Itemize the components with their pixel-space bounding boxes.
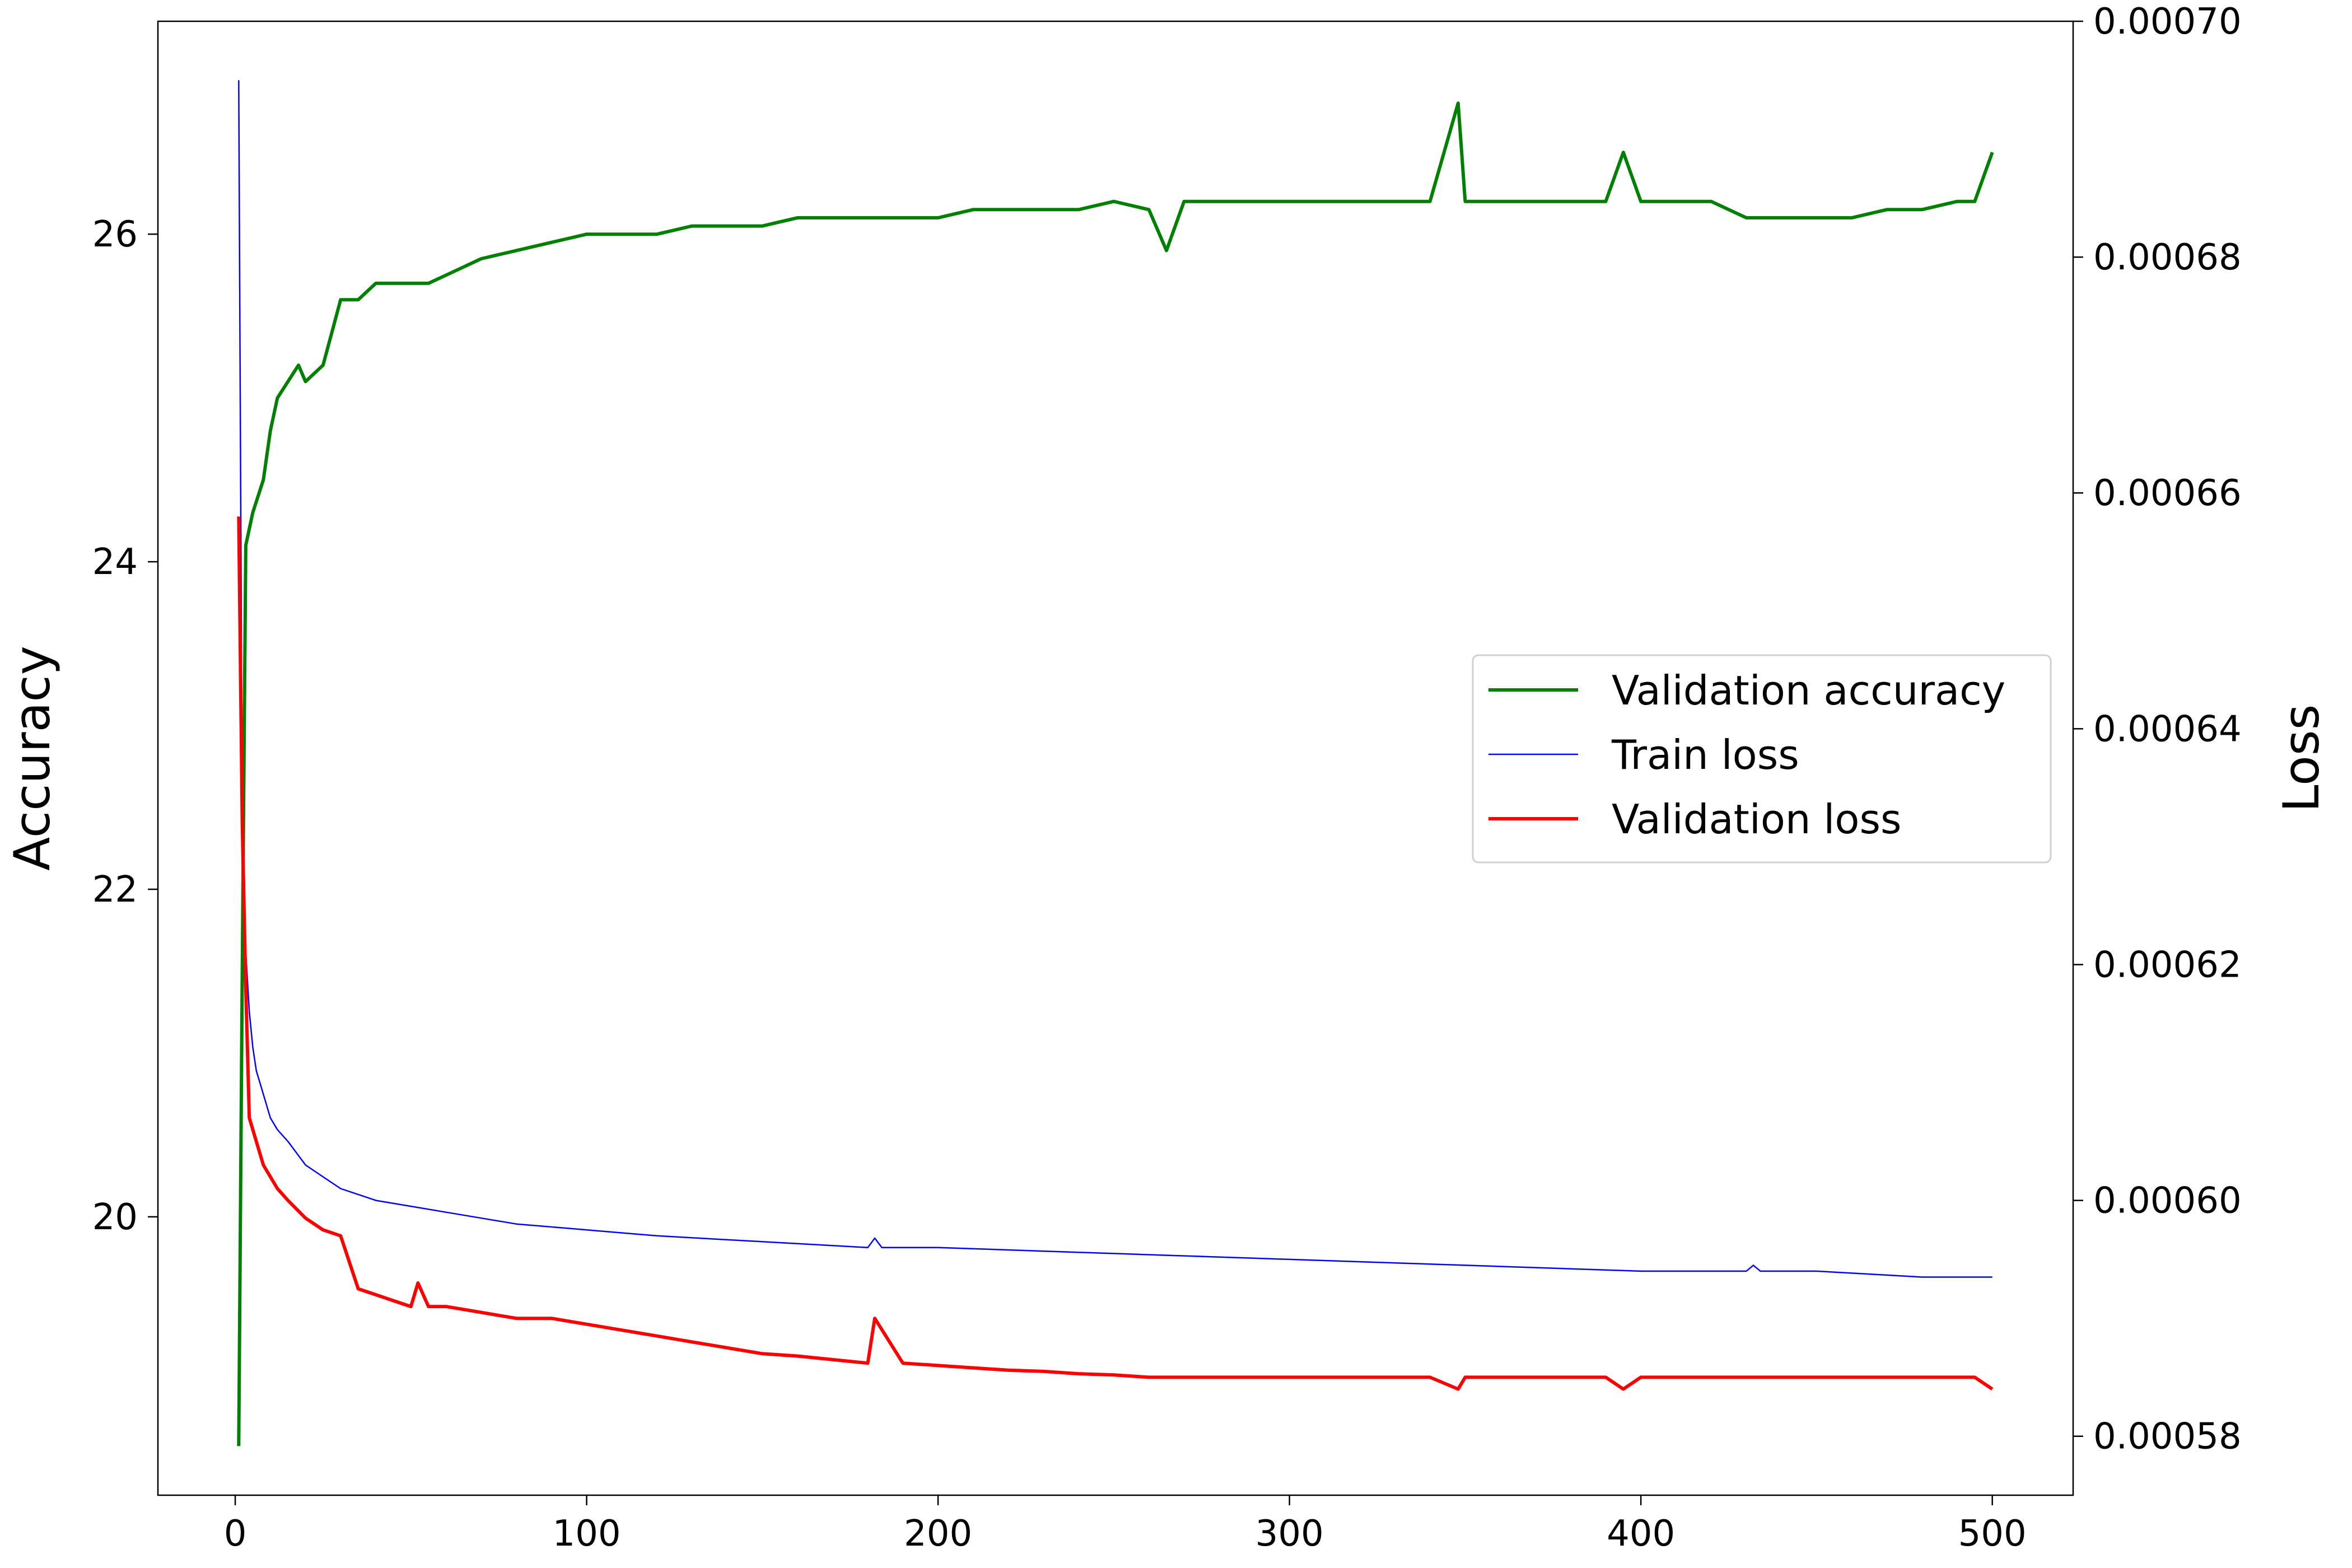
y2-tick-label-4: 0.00066 [2093, 473, 2242, 514]
series-line-0 [237, 101, 1994, 1446]
plot-frame [157, 20, 2074, 1496]
legend-label-0: Validation accuracy [1612, 667, 2005, 714]
y-tick-label-0: 20 [92, 1197, 138, 1238]
y-axis-right-title: Loss [2272, 704, 2330, 812]
y2-tick-label-3: 0.00064 [2093, 708, 2242, 750]
y-axis-right-ticks: 0.00058 0.00060 0.00062 0.00064 0.00066 0.000… [2073, 1, 2242, 1458]
y-tick-label-3: 26 [92, 214, 138, 255]
x-axis-ticks: 0 100 200 300 400 500 [224, 1495, 2027, 1555]
series-line-1 [238, 80, 1992, 1278]
legend-label-1: Train loss [1611, 731, 1799, 778]
x-tick-label-4: 400 [1607, 1513, 1675, 1555]
series-line-2 [237, 516, 1994, 1391]
y2-tick-label-1: 0.00060 [2093, 1180, 2242, 1222]
x-tick-label-0: 0 [224, 1513, 247, 1555]
series-layer [237, 80, 1994, 1446]
y2-tick-label-0: 0.00058 [2093, 1416, 2242, 1458]
legend: Validation accuracy Train loss Validation … [1472, 654, 2052, 864]
x-tick-label-3: 300 [1256, 1513, 1324, 1555]
y2-tick-label-5: 0.00068 [2093, 237, 2242, 278]
x-tick-label-2: 200 [904, 1513, 972, 1555]
y-tick-label-2: 24 [92, 542, 138, 583]
legend-box [1472, 654, 2052, 864]
y2-tick-label-2: 0.00062 [2093, 944, 2242, 986]
x-tick-label-5: 500 [1958, 1513, 2027, 1555]
x-tick-label-1: 100 [552, 1513, 620, 1555]
y2-tick-label-6: 0.00070 [2093, 1, 2242, 43]
y-tick-label-1: 22 [92, 869, 138, 911]
legend-label-2: Validation loss [1612, 796, 1902, 843]
y-axis-left-ticks: 20 22 24 26 [92, 214, 158, 1238]
y-axis-left-title: Accuracy [3, 646, 61, 871]
